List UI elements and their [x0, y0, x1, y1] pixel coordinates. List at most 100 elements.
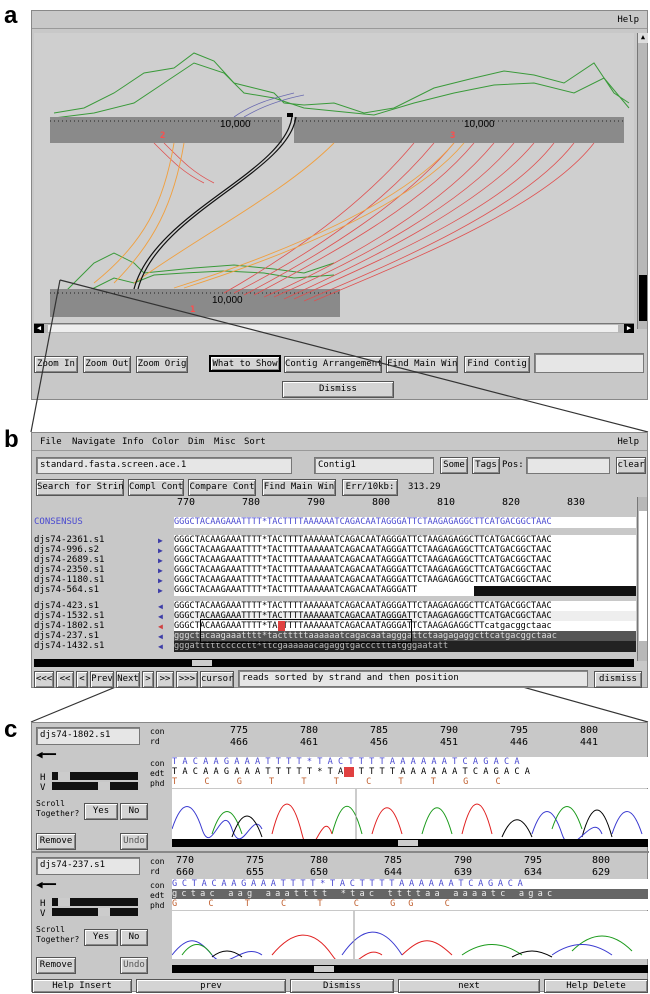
read-name[interactable]: djs74-423.s1	[34, 601, 100, 611]
some-button[interactable]: Some	[440, 457, 468, 474]
nav-forward-button[interactable]: >	[142, 671, 154, 688]
trace-1-remove-button[interactable]: Remove	[36, 833, 76, 850]
ruler-tick: 820	[502, 497, 521, 508]
menu-file[interactable]: File	[40, 437, 62, 447]
reverse-strand-arrow-icon: ◀	[158, 602, 163, 611]
alignment-vertical-scrollbar[interactable]	[637, 497, 647, 661]
dismiss-button-b[interactable]: dismiss	[594, 671, 642, 688]
menu-misc[interactable]: Misc	[214, 437, 236, 447]
trace-2-edt-sequence[interactable]: gctac aag aaatttt *tac ttttaa aaaatc aga…	[172, 889, 648, 900]
trace-1-h-slider[interactable]	[52, 772, 138, 780]
nav-back-fast-button[interactable]: <<	[56, 671, 74, 688]
help-menu[interactable]: Help	[617, 15, 639, 25]
trace-2-h-slider[interactable]	[52, 898, 138, 906]
scroll-up-arrow-icon[interactable]: ▲	[638, 33, 648, 43]
scroll-right-arrow-icon[interactable]: ▶	[624, 324, 634, 333]
trace-1-yes-button[interactable]: Yes	[84, 803, 118, 820]
trace-1-undo-button[interactable]: Undo	[120, 833, 148, 850]
alignment-horizontal-scroll-thumb[interactable]	[192, 660, 212, 666]
nav-back-button[interactable]: <	[76, 671, 88, 688]
compl-cont-button[interactable]: Compl Cont	[128, 479, 184, 496]
dismiss-button-a[interactable]: Dismiss	[282, 381, 394, 398]
read-name[interactable]: djs74-2350.s1	[34, 565, 105, 575]
forward-strand-arrow-icon: ▶	[158, 556, 163, 565]
contig-3-number[interactable]: 3	[450, 131, 456, 141]
read-name[interactable]: djs74-237.s1	[34, 631, 100, 641]
trace-2-undo-button[interactable]: Undo	[120, 957, 148, 974]
err-10kb-button[interactable]: Err/10kb:	[342, 479, 398, 496]
search-for-string-button[interactable]: Search for String	[36, 479, 124, 496]
compare-cont-button[interactable]: Compare Cont	[188, 479, 256, 496]
contig-arrangement-button[interactable]: Contig Arrangement	[284, 356, 382, 373]
forward-strand-arrow-icon: ▶	[158, 576, 163, 585]
trace-1-no-button[interactable]: No	[120, 803, 148, 820]
trace-2-phd-label: phd	[150, 901, 165, 910]
contig-scaffold-window: Help	[31, 10, 648, 400]
nav-first-button[interactable]: <<<	[34, 671, 54, 688]
nav-forward-fast-button[interactable]: >>	[156, 671, 174, 688]
scaffold-canvas[interactable]: 10,000 2 10,000 3 10,000 1	[34, 33, 634, 329]
read-name[interactable]: djs74-2689.s1	[34, 555, 105, 565]
zoom-out-button[interactable]: Zoom Out	[83, 356, 131, 373]
horizontal-scroll-thumb[interactable]	[48, 325, 618, 332]
help-insert-button[interactable]: Help Insert	[32, 979, 132, 993]
menu-dim[interactable]: Dim	[188, 437, 205, 447]
horizontal-scrollbar[interactable]: ◀ ▶	[34, 323, 634, 333]
next-trace-button[interactable]: next	[398, 979, 540, 993]
prev-trace-button[interactable]: prev	[136, 979, 286, 993]
find-contig-button[interactable]: Find Contig	[464, 356, 530, 373]
trace-2-arrow-icon: ◀━━	[36, 878, 56, 891]
trace-2-scroll-label: Scroll Together?	[36, 925, 80, 944]
pos-input[interactable]	[526, 457, 610, 474]
contig-1-number[interactable]: 1	[190, 305, 196, 315]
trace-1-rd-pos: 451	[440, 737, 459, 748]
read-name[interactable]: djs74-2361.s1	[34, 535, 105, 545]
trace-2-no-button[interactable]: No	[120, 929, 148, 946]
trace-2-v-slider[interactable]	[52, 908, 138, 916]
read-sequence: GGGCTACAAGAAATTTT*TACTTTTAAAAAATCAGACAAT…	[174, 585, 636, 596]
read-name[interactable]: djs74-996.s2	[34, 545, 100, 555]
tags-button[interactable]: Tags	[472, 457, 500, 474]
menu-navigate[interactable]: Navigate	[72, 437, 116, 447]
menu-color[interactable]: Color	[152, 437, 180, 447]
dismiss-trace-button[interactable]: Dismiss	[290, 979, 394, 993]
help-menu-b[interactable]: Help	[617, 437, 639, 447]
pos-label: Pos:	[502, 460, 524, 470]
trace-1-v-slider[interactable]	[52, 782, 138, 790]
vertical-scroll-thumb[interactable]	[639, 275, 647, 321]
read-name[interactable]: djs74-1802.s1	[34, 621, 105, 631]
nav-last-button[interactable]: >>>	[176, 671, 198, 688]
vertical-scrollbar[interactable]: ▲	[637, 33, 648, 329]
trace-2-h-label: H	[40, 899, 46, 909]
cursor-button[interactable]: cursor	[200, 671, 234, 688]
trace-1-con-pos: 785	[370, 725, 389, 736]
prev-button[interactable]: Prev	[90, 671, 114, 688]
trace-2-yes-button[interactable]: Yes	[84, 929, 118, 946]
alignment-vertical-scroll-thumb[interactable]	[639, 511, 647, 641]
read-sequence: GGGCTACAAGAAATTTT*TACTTTTAAAAAATCAGACAAT…	[174, 555, 636, 566]
trace-2-scrollbar[interactable]	[172, 965, 648, 973]
zoom-orig-button[interactable]: Zoom Orig	[136, 356, 188, 373]
read-name[interactable]: djs74-564.s1	[34, 585, 100, 595]
contig-2-number[interactable]: 2	[160, 131, 166, 141]
what-to-show-button[interactable]: What to Show	[209, 355, 281, 372]
menu-info[interactable]: Info	[122, 437, 144, 447]
alignment-area[interactable]: GGGCTACAAGAAATTTT*TACTTTTAAAAAATCAGACAAT…	[174, 515, 636, 661]
next-button[interactable]: Next	[116, 671, 140, 688]
read-name[interactable]: djs74-1532.s1	[34, 611, 105, 621]
clear-button[interactable]: clear	[616, 457, 646, 474]
menu-sort[interactable]: Sort	[244, 437, 266, 447]
trace-2-remove-button[interactable]: Remove	[36, 957, 76, 974]
zoom-in-button[interactable]: Zoom In	[34, 356, 78, 373]
read-name[interactable]: djs74-1180.s1	[34, 575, 105, 585]
trace-2-v-label: V	[40, 909, 46, 919]
read-name[interactable]: djs74-1432.s1	[34, 641, 105, 651]
aligned-reads-window: File Navigate Info Color Dim Misc Sort H…	[31, 432, 648, 688]
help-delete-button[interactable]: Help Delete	[544, 979, 648, 993]
find-contig-input[interactable]	[534, 353, 644, 373]
trace-1-scrollbar[interactable]	[172, 839, 648, 847]
alignment-horizontal-scrollbar[interactable]	[34, 659, 634, 667]
scroll-left-arrow-icon[interactable]: ◀	[34, 324, 44, 333]
trace-2-con-sequence: GCTACAAGAAATTTT*TACTTTTAAAAAATCAGACA	[172, 879, 648, 890]
find-main-win-button-b[interactable]: Find Main Win	[262, 479, 336, 496]
